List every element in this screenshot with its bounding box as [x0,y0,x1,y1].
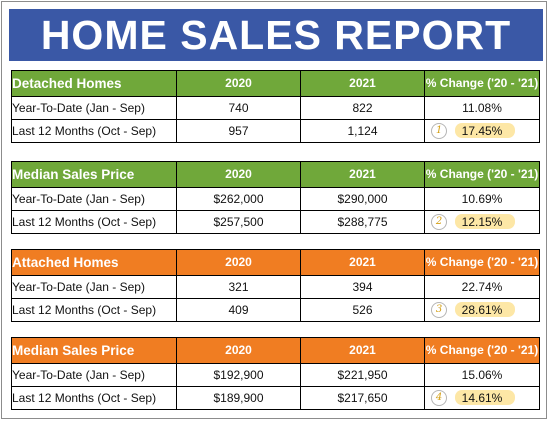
attached-homes-table: Attached Homes 2020 2021 % Change ('20 -… [11,249,540,322]
value-2021: $288,775 [300,210,425,234]
column-header-2020: 2020 [176,337,301,364]
percent-change-value: 14.61% [461,391,503,405]
column-header-2021: 2021 [300,70,425,97]
table-row: Year-To-Date (Jan - Sep) $192,900 $221,9… [11,363,540,387]
percent-change: 11.08% [424,96,540,120]
row-label: Year-To-Date (Jan - Sep) [11,275,177,299]
highlight-mark [455,123,515,138]
percent-change-highlighted: 2 12.15% [424,210,540,234]
table-row: Last 12 Months (Oct - Sep) 957 1,124 1 1… [11,119,540,143]
percent-change-highlighted: 3 28.61% [424,298,540,322]
column-header-2020: 2020 [176,161,301,188]
column-header-2021: 2021 [300,337,425,364]
table-row: Last 12 Months (Oct - Sep) $257,500 $288… [11,210,540,234]
column-header-2021: 2021 [300,161,425,188]
value-2020: 321 [176,275,301,299]
value-2020: $192,900 [176,363,301,387]
table-row: Year-To-Date (Jan - Sep) 740 822 11.08% [11,96,540,120]
row-label: Last 12 Months (Oct - Sep) [11,298,177,322]
value-2020: $189,900 [176,386,301,410]
percent-change-highlighted: 1 17.45% [424,119,540,143]
value-2020: 409 [176,298,301,322]
table-header-row: Attached Homes 2020 2021 % Change ('20 -… [11,249,540,276]
highlight-mark [455,302,515,317]
title-banner: HOME SALES REPORT [9,9,543,61]
table-row: Last 12 Months (Oct - Sep) $189,900 $217… [11,386,540,410]
section-title: Median Sales Price [11,161,177,188]
highlight-mark [455,214,515,229]
value-2020: 957 [176,119,301,143]
value-2021: $290,000 [300,187,425,211]
table-header-row: Median Sales Price 2020 2021 % Change ('… [11,337,540,364]
percent-change: 10.69% [424,187,540,211]
detached-homes-table: Detached Homes 2020 2021 % Change ('20 -… [11,70,540,143]
table-header-row: Detached Homes 2020 2021 % Change ('20 -… [11,70,540,97]
value-2021: 394 [300,275,425,299]
column-header-change: % Change ('20 - '21) [424,249,540,276]
row-label: Last 12 Months (Oct - Sep) [11,210,177,234]
percent-change-value: 17.45% [461,124,503,138]
column-header-change: % Change ('20 - '21) [424,161,540,188]
section-title: Median Sales Price [11,337,177,364]
row-label: Year-To-Date (Jan - Sep) [11,187,177,211]
row-label: Year-To-Date (Jan - Sep) [11,363,177,387]
value-2020: $262,000 [176,187,301,211]
value-2021: $221,950 [300,363,425,387]
row-label: Last 12 Months (Oct - Sep) [11,386,177,410]
callout-number-badge: 1 [431,123,447,139]
section-title: Detached Homes [11,70,177,97]
callout-number-badge: 2 [431,214,447,230]
table-header-row: Median Sales Price 2020 2021 % Change ('… [11,161,540,188]
row-label: Year-To-Date (Jan - Sep) [11,96,177,120]
percent-change-highlighted: 4 14.61% [424,386,540,410]
callout-number-badge: 3 [431,302,447,318]
value-2021: $217,650 [300,386,425,410]
percent-change-value: 12.15% [461,215,503,229]
table-row: Year-To-Date (Jan - Sep) $262,000 $290,0… [11,187,540,211]
column-header-2021: 2021 [300,249,425,276]
column-header-change: % Change ('20 - '21) [424,70,540,97]
value-2021: 1,124 [300,119,425,143]
value-2021: 822 [300,96,425,120]
row-label: Last 12 Months (Oct - Sep) [11,119,177,143]
value-2021: 526 [300,298,425,322]
column-header-2020: 2020 [176,249,301,276]
section-title: Attached Homes [11,249,177,276]
percent-change: 15.06% [424,363,540,387]
highlight-mark [455,390,515,405]
callout-number-badge: 4 [431,390,447,406]
table-row: Last 12 Months (Oct - Sep) 409 526 3 28.… [11,298,540,322]
report-title: HOME SALES REPORT [40,11,512,58]
percent-change: 22.74% [424,275,540,299]
attached-median-price-table: Median Sales Price 2020 2021 % Change ('… [11,337,540,410]
percent-change-value: 28.61% [461,303,503,317]
value-2020: 740 [176,96,301,120]
detached-median-price-table: Median Sales Price 2020 2021 % Change ('… [11,161,540,234]
table-row: Year-To-Date (Jan - Sep) 321 394 22.74% [11,275,540,299]
value-2020: $257,500 [176,210,301,234]
column-header-2020: 2020 [176,70,301,97]
column-header-change: % Change ('20 - '21) [424,337,540,364]
